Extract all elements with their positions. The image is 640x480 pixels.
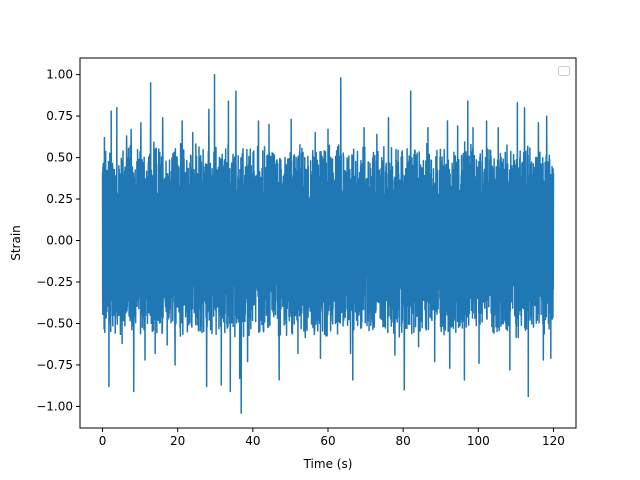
y-tick-label: −0.25 xyxy=(36,275,73,289)
x-tick-label: 20 xyxy=(170,434,185,448)
axes-layer: 0 20 40 60 80 100 120 −1.00 −0.75 −0.50 −0.25 0.00 0… xyxy=(36,68,565,448)
x-tick-label: 60 xyxy=(320,434,335,448)
plot-frame xyxy=(79,57,577,429)
strain-series-core xyxy=(102,204,554,278)
series-layer xyxy=(101,73,555,414)
x-tick-label: 40 xyxy=(245,434,260,448)
y-tick-label: 0.25 xyxy=(46,192,73,206)
y-tick-label: 0.75 xyxy=(46,109,73,123)
x-tick-label: 80 xyxy=(396,434,411,448)
y-tick-label: −1.00 xyxy=(36,399,73,413)
y-tick-label: −0.75 xyxy=(36,358,73,372)
y-tick-label: 1.00 xyxy=(46,68,73,82)
x-tick-label: 0 xyxy=(99,434,107,448)
y-axis-label: Strain xyxy=(9,225,23,261)
y-tick-label: −0.50 xyxy=(36,316,73,330)
y-tick-label: 0.50 xyxy=(46,151,73,165)
x-tick-label: 120 xyxy=(542,434,565,448)
x-tick-label: 100 xyxy=(467,434,490,448)
legend-box xyxy=(558,66,570,76)
y-tick-label: 0.00 xyxy=(46,234,73,248)
x-axis-label: Time (s) xyxy=(303,457,353,471)
